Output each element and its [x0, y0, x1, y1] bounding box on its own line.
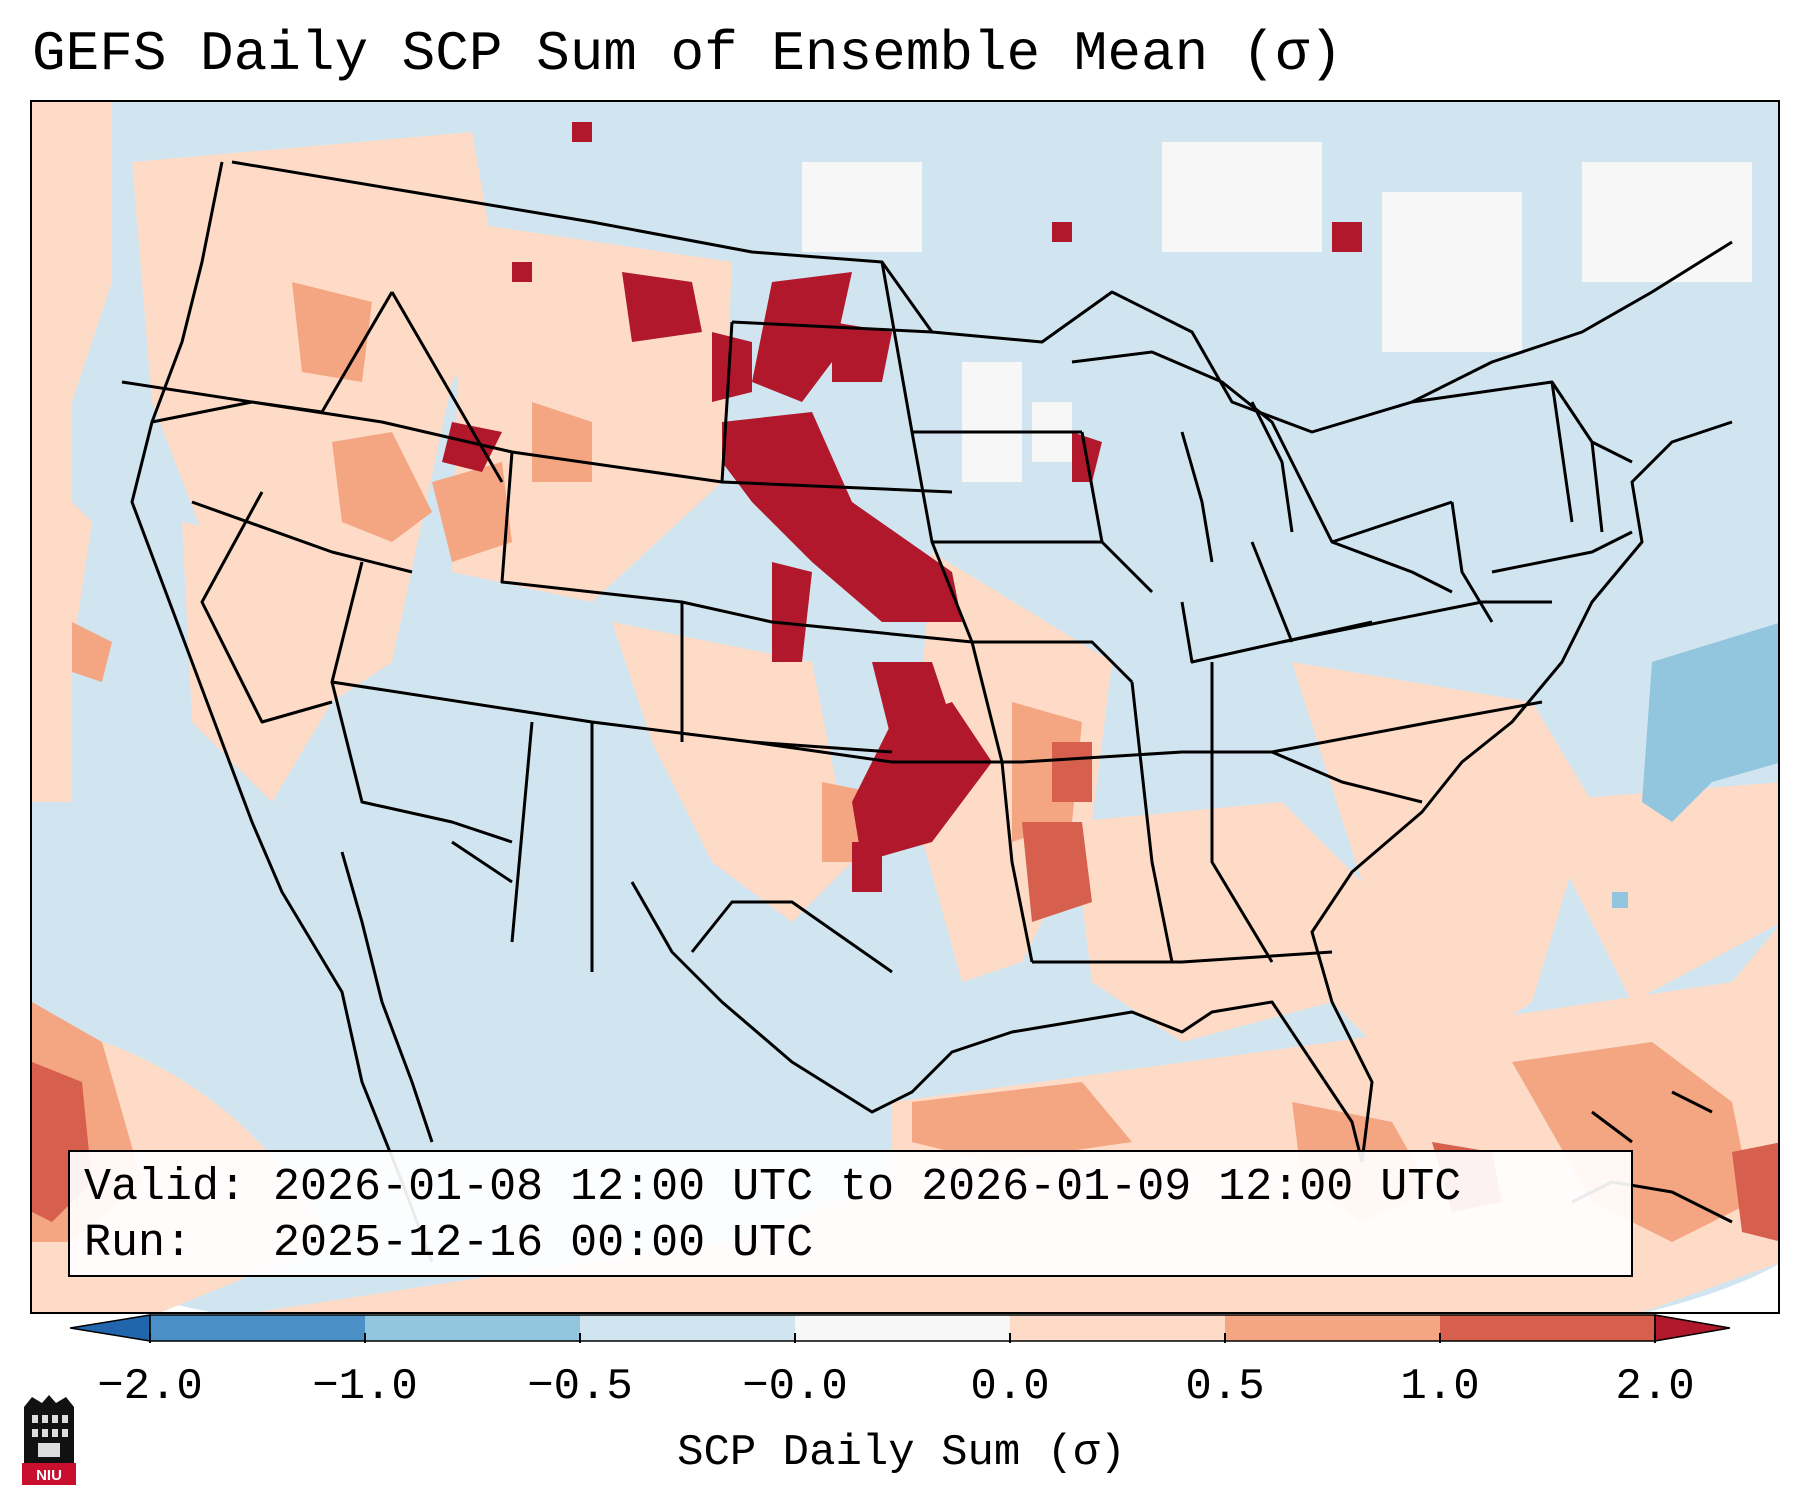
colorbar-tick-label: 1.0	[1400, 1362, 1480, 1412]
colorbar-tick-label: −0.5	[527, 1362, 633, 1412]
valid-value: 2026-01-08 12:00 UTC to 2026-01-09 12:00…	[273, 1162, 1462, 1213]
colorbar-tick-label: 2.0	[1615, 1362, 1695, 1412]
colorbar-label: SCP Daily Sum (σ)	[677, 1428, 1126, 1478]
colorbar-segment-6	[1225, 1315, 1440, 1341]
colorbar-tick-label: −0.0	[742, 1362, 848, 1412]
great-lakes-outline	[1071, 350, 1453, 563]
strong-positive-areas	[32, 742, 1778, 1241]
colorbar-outline	[149, 1314, 1656, 1342]
colorbar-tick-label: 0.0	[970, 1362, 1050, 1412]
colorbar-segment-4	[795, 1315, 1010, 1341]
valid-row: Valid: 2026-01-08 12:00 UTC to 2026-01-0…	[84, 1160, 1631, 1216]
colorbar-segment-2	[365, 1315, 580, 1341]
niu-logo: NIU	[22, 1395, 76, 1485]
map-canvas	[32, 102, 1778, 1312]
colorbar-extend-low	[70, 1314, 151, 1342]
niu-logo-text: NIU	[36, 1467, 62, 1484]
colorbar-segment-5	[1010, 1315, 1225, 1341]
state-borders-east	[1250, 380, 1633, 644]
gulf-coast-line	[630, 881, 1364, 1163]
west-coast-line	[130, 161, 434, 1263]
projection-corner-right	[1648, 1264, 1778, 1312]
boundaries	[121, 160, 1733, 1263]
colorbar	[70, 1314, 1730, 1343]
valid-run-box: Valid: 2026-01-08 12:00 UTC to 2026-01-0…	[68, 1150, 1633, 1277]
colorbar-extend-high	[1654, 1314, 1730, 1342]
east-coast-line	[1310, 420, 1733, 1163]
run-row: Run: 2025-12-16 00:00 UTC	[84, 1216, 1631, 1272]
colorbar-tick-label: −1.0	[312, 1362, 418, 1412]
map-panel	[30, 100, 1780, 1314]
canada-border	[231, 160, 1733, 434]
state-borders-west	[121, 291, 973, 972]
colorbar-tick-marks	[149, 1333, 1656, 1343]
baja-line	[340, 851, 434, 1143]
run-label: Run:	[84, 1218, 193, 1269]
valid-label: Valid:	[84, 1162, 247, 1213]
chart-title: GEFS Daily SCP Sum of Ensemble Mean (σ)	[32, 22, 1343, 86]
colorbar-segment-1	[150, 1315, 365, 1341]
colorbar-tick-label: −2.0	[97, 1362, 203, 1412]
state-borders-central	[690, 261, 1543, 974]
colorbar-tick-label: 0.5	[1185, 1362, 1265, 1412]
near-zero-areas	[802, 142, 1752, 482]
run-value: 2025-12-16 00:00 UTC	[273, 1218, 814, 1269]
extreme-positive-areas	[442, 122, 1362, 892]
colorbar-segment-7	[1440, 1315, 1655, 1341]
colorbar-segment-3	[580, 1315, 795, 1341]
negative-areas	[1612, 623, 1778, 908]
